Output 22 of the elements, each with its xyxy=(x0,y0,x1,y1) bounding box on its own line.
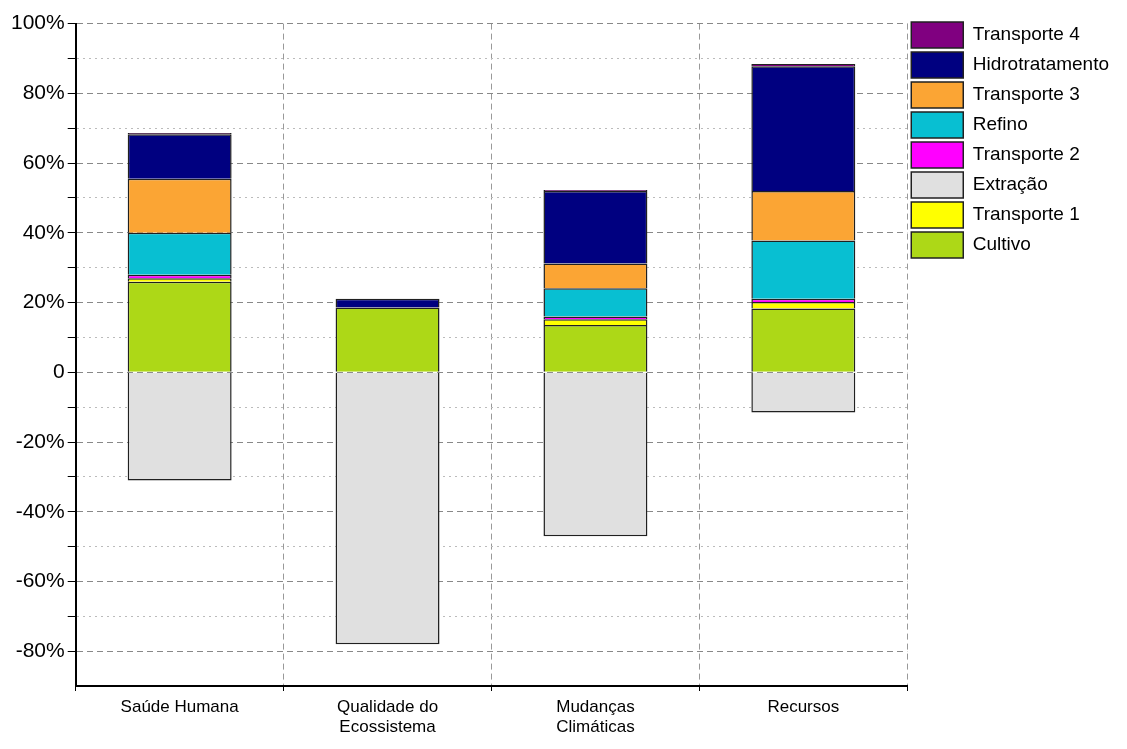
legend-label: Transporte 1 xyxy=(972,203,1080,225)
legend-label: Extração xyxy=(972,173,1048,195)
x-tick-label: Recursos xyxy=(767,697,840,717)
y-tick-label: 100% xyxy=(10,10,65,34)
x-tick-label: Mudanças Climáticas xyxy=(556,697,635,737)
legend-label: Transporte 2 xyxy=(972,143,1080,165)
x-tick-label: Saúde Humana xyxy=(120,697,240,717)
y-tick-label: -40% xyxy=(15,498,65,522)
y-tick-label: 60% xyxy=(22,149,65,173)
y-tick-label: 40% xyxy=(22,219,65,243)
legend-label: Transporte 3 xyxy=(972,83,1080,105)
y-tick-label: 0 xyxy=(53,359,65,383)
x-tick-label: Qualidade do Ecossistema xyxy=(336,697,439,737)
legend-label: Refino xyxy=(972,113,1028,135)
legend-label: Cultivo xyxy=(972,233,1031,255)
y-tick-label: 20% xyxy=(22,289,65,313)
y-tick-label: -60% xyxy=(15,568,65,592)
y-tick-label: -80% xyxy=(15,638,65,662)
y-tick-label: 80% xyxy=(22,80,65,104)
legend-label: Hidrotratamento xyxy=(972,53,1110,75)
legend-label: Transporte 4 xyxy=(972,23,1081,45)
y-tick-label: -20% xyxy=(15,428,65,452)
